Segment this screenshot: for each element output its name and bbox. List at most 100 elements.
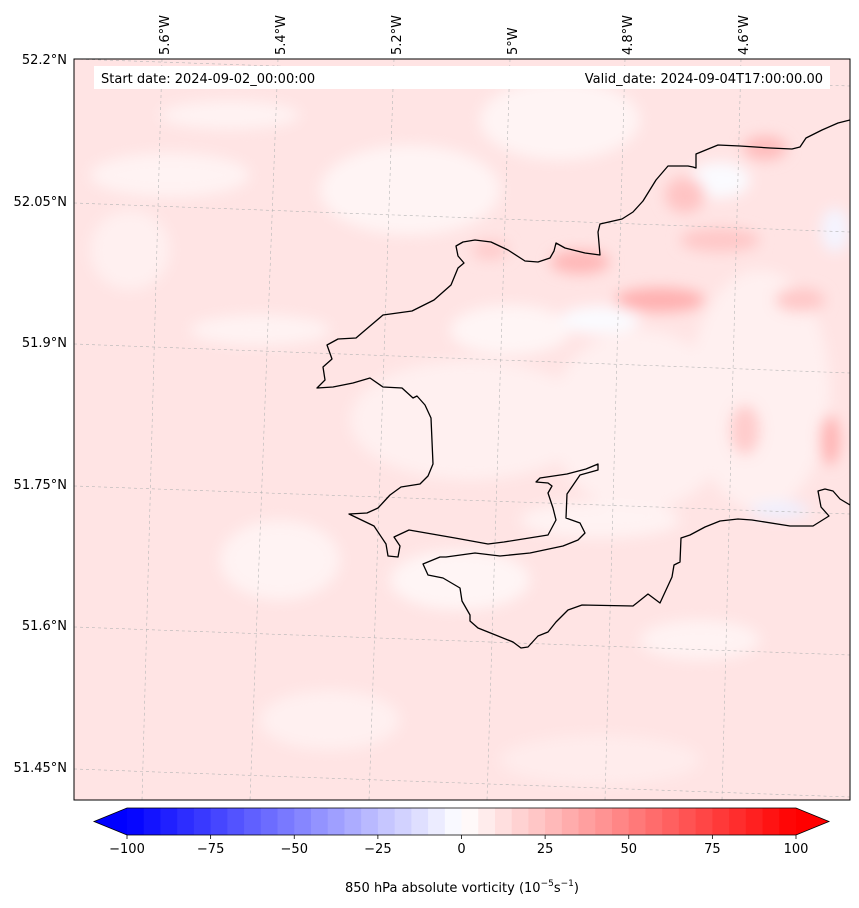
- colorbar-cell: [511, 808, 530, 835]
- light-patch: [480, 80, 640, 160]
- colorbar-cell: [210, 808, 228, 835]
- colorbar-cell: [394, 808, 412, 835]
- colorbar-cell: [344, 808, 362, 835]
- colorbar-cell: [478, 808, 496, 835]
- colorbar-cell: [578, 808, 596, 835]
- colorbar-cell: [762, 808, 780, 835]
- light-patch: [390, 550, 530, 610]
- colorbar-label-exponent: −5: [541, 879, 554, 889]
- light-patch: [350, 360, 590, 480]
- light-patch: [220, 520, 340, 600]
- colorbar-label: 850 hPa absolute vorticity (10−5s−1): [345, 879, 579, 896]
- white-patch: [750, 502, 810, 518]
- colorbar-cell: [695, 808, 713, 835]
- colorbar-tick-label: −50: [281, 842, 308, 857]
- light-patch: [160, 101, 300, 129]
- colorbar-cell: [662, 808, 680, 835]
- colorbar-cell: [193, 808, 212, 835]
- colorbar-cell: [127, 808, 145, 835]
- lat-label: 52.2°N: [22, 53, 67, 68]
- vorticity-field: [74, 59, 850, 800]
- colorbar-tick-label: 75: [704, 842, 721, 857]
- lon-label: 5.4°W: [274, 15, 289, 55]
- colorbar-cell: [160, 808, 178, 835]
- light-patch: [190, 315, 330, 345]
- red-patch: [680, 228, 760, 252]
- colorbar-cell: [612, 808, 630, 835]
- colorbar-cell: [645, 808, 663, 835]
- colorbar-label-unit: s: [554, 881, 561, 896]
- coastline-main: [316, 119, 850, 649]
- colorbar-extend-high: [796, 808, 829, 835]
- colorbar-tick-label: 100: [784, 842, 809, 857]
- colorbar-cell: [327, 808, 346, 835]
- lat-label: 51.75°N: [14, 478, 67, 493]
- light-patch: [450, 305, 570, 355]
- colorbar-cell: [428, 808, 446, 835]
- lat-label: 52.05°N: [14, 195, 67, 210]
- colorbar-tick-label: 50: [620, 842, 637, 857]
- colorbar-cell: [678, 808, 697, 835]
- colorbar-tick-label: −75: [197, 842, 224, 857]
- colorbar-cell: [494, 808, 513, 835]
- colorbar-cell: [628, 808, 647, 835]
- colorbar-cell: [779, 808, 797, 835]
- lon-label: 4.6°W: [737, 15, 752, 55]
- light-patch: [260, 690, 400, 750]
- colorbar-cell: [294, 808, 312, 835]
- start-date-label: Start date: 2024-09-02_00:00:00: [101, 72, 315, 87]
- red-patch: [615, 288, 705, 312]
- colorbar-tick-label: −100: [109, 842, 145, 857]
- colorbar: −100 −75 −50 −25 0 25 50 75 100 850 hPa absolute…: [92, 807, 831, 896]
- colorbar-cell: [277, 808, 295, 835]
- light-patch: [520, 502, 680, 538]
- colorbar-cell: [227, 808, 245, 835]
- lat-label: 51.6°N: [22, 619, 67, 634]
- colorbar-cell: [729, 808, 747, 835]
- lon-label: 4.8°W: [621, 15, 636, 55]
- coastline: [316, 119, 850, 649]
- colorbar-tick-label: −25: [364, 842, 391, 857]
- colorbar-tick-label: 0: [457, 842, 465, 857]
- red-patch: [550, 250, 610, 274]
- light-patch: [640, 620, 760, 660]
- longitude-labels: 5.6°W 5.4°W 5.2°W 5°W 4.8°W 4.6°W: [158, 15, 752, 55]
- light-patch: [90, 210, 170, 290]
- red-patch: [775, 288, 825, 312]
- light-patch: [320, 145, 500, 235]
- colorbar-cell: [361, 808, 379, 835]
- colorbar-extend-low: [94, 808, 127, 835]
- light-patch: [90, 153, 250, 197]
- white-patch: [560, 306, 640, 334]
- colorbar-cell: [745, 808, 764, 835]
- colorbar-cell: [260, 808, 279, 835]
- light-patch: [500, 735, 700, 785]
- colorbar-cell: [310, 808, 329, 835]
- latitude-labels: 52.2°N 52.05°N 51.9°N 51.75°N 51.6°N 51.…: [14, 53, 67, 776]
- colorbar-cell: [561, 808, 580, 835]
- info-box: [94, 66, 830, 89]
- light-patch: [690, 270, 830, 510]
- red-patch: [665, 177, 705, 213]
- lon-label: 5.6°W: [158, 15, 173, 55]
- map-frame: [73, 58, 851, 801]
- lon-label: 5°W: [506, 27, 521, 55]
- colorbar-label-text: 850 hPa absolute vorticity (10: [345, 881, 541, 896]
- colorbar-label-exponent: −1: [561, 879, 574, 889]
- colorbar-cells: [127, 808, 797, 835]
- colorbar-cell: [461, 808, 479, 835]
- colorbar-cell: [712, 808, 730, 835]
- colorbar-cell: [143, 808, 162, 835]
- colorbar-cell: [377, 808, 396, 835]
- colorbar-cell: [444, 808, 463, 835]
- colorbar-cell: [545, 808, 563, 835]
- colorbar-ticks: −100 −75 −50 −25 0 25 50 75 100: [109, 835, 808, 857]
- colorbar-cell: [528, 808, 546, 835]
- valid-date-label: Valid_date: 2024-09-04T17:00:00.00: [585, 72, 823, 87]
- lat-label: 51.9°N: [22, 336, 67, 351]
- colorbar-cell: [177, 808, 195, 835]
- white-patch: [690, 162, 750, 198]
- lon-label: 5.2°W: [390, 15, 405, 55]
- red-patch: [472, 240, 508, 260]
